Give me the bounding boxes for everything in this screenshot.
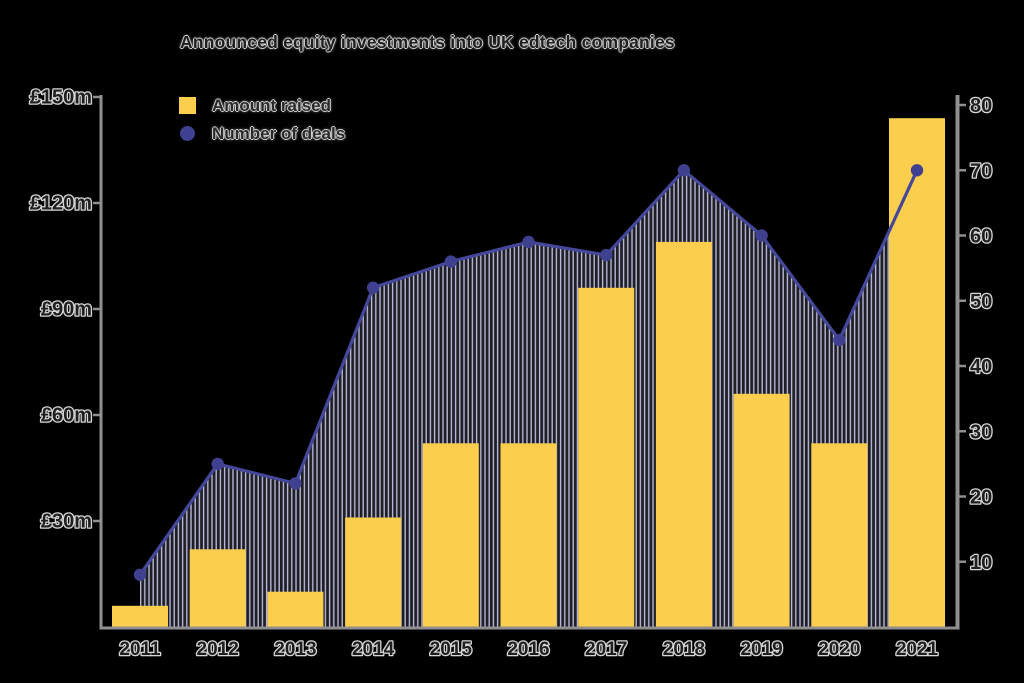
y-axis-left-tick-label: £150m bbox=[30, 87, 92, 109]
hatch-area-under-line bbox=[140, 170, 917, 628]
bar-series-swatch-icon bbox=[179, 97, 196, 114]
line-point-2012 bbox=[211, 457, 224, 471]
line-point-2017 bbox=[600, 248, 613, 262]
line-point-2019 bbox=[755, 229, 768, 242]
legend-item-number-of-deals: Number of deals bbox=[179, 123, 346, 143]
line-point-2020 bbox=[833, 333, 846, 347]
x-axis-label-2021: 2021 bbox=[896, 639, 939, 660]
y-axis-left-tick-label: £120m bbox=[30, 193, 92, 215]
x-axis-label-2019: 2019 bbox=[740, 639, 782, 660]
line-point-2016 bbox=[522, 235, 535, 249]
legend-label-number-of-deals: Number of deals bbox=[212, 123, 346, 143]
y-axis-right-tick-label: 50 bbox=[970, 291, 992, 313]
y-axis-right-tick-label: 60 bbox=[970, 226, 992, 248]
x-axis-label-2014: 2014 bbox=[352, 639, 395, 660]
x-axis-label-2011: 2011 bbox=[119, 639, 161, 660]
x-axis-label-2012: 2012 bbox=[197, 639, 239, 660]
line-point-2021 bbox=[910, 164, 924, 177]
chart-title: Announced equity investments into UK edt… bbox=[180, 32, 675, 52]
x-axis-label-2020: 2020 bbox=[818, 639, 860, 660]
bar-2021 bbox=[889, 118, 945, 627]
y-axis-right-tick-label: 20 bbox=[970, 487, 992, 509]
y-axis-left-tick-label: £60m bbox=[41, 405, 92, 427]
x-axis-label-2013: 2013 bbox=[274, 639, 316, 660]
line-point-2015 bbox=[444, 255, 457, 268]
x-axis-label-2018: 2018 bbox=[663, 639, 705, 660]
bar-2018 bbox=[655, 241, 712, 627]
y-axis-right-tick-label: 10 bbox=[970, 552, 992, 574]
bar-2019 bbox=[733, 393, 790, 627]
legend-label-amount-raised: Amount raised bbox=[212, 95, 332, 115]
y-axis-right-tick-label: 30 bbox=[970, 421, 992, 443]
x-axis-label-2017: 2017 bbox=[585, 639, 627, 660]
line-series-swatch-icon bbox=[180, 126, 195, 141]
y-axis-right-tick-label: 70 bbox=[970, 160, 992, 182]
y-axis-left-tick-label: £90m bbox=[41, 299, 92, 321]
legend: Amount raised Number of deals bbox=[179, 95, 346, 143]
x-axis-label-2015: 2015 bbox=[430, 639, 473, 660]
y-axis-right-tick-label: 80 bbox=[970, 95, 992, 117]
bar-2017 bbox=[578, 287, 635, 627]
bar-2012 bbox=[189, 549, 246, 627]
bar-2013 bbox=[267, 591, 324, 627]
line-point-2018 bbox=[677, 164, 691, 177]
line-point-2013 bbox=[289, 477, 302, 490]
line-point-2011 bbox=[133, 568, 147, 581]
x-axis-label-2016: 2016 bbox=[507, 639, 549, 660]
line-point-2014 bbox=[366, 281, 380, 294]
bar-2020 bbox=[811, 443, 868, 627]
bar-2014 bbox=[345, 517, 402, 627]
y-axis-right-tick-label: 40 bbox=[970, 356, 992, 378]
bar-2015 bbox=[422, 443, 479, 627]
y-axis-left-tick-label: £30m bbox=[41, 511, 92, 533]
legend-item-amount-raised: Amount raised bbox=[179, 95, 345, 115]
bar-2016 bbox=[500, 443, 557, 627]
bar-2011 bbox=[112, 605, 168, 627]
